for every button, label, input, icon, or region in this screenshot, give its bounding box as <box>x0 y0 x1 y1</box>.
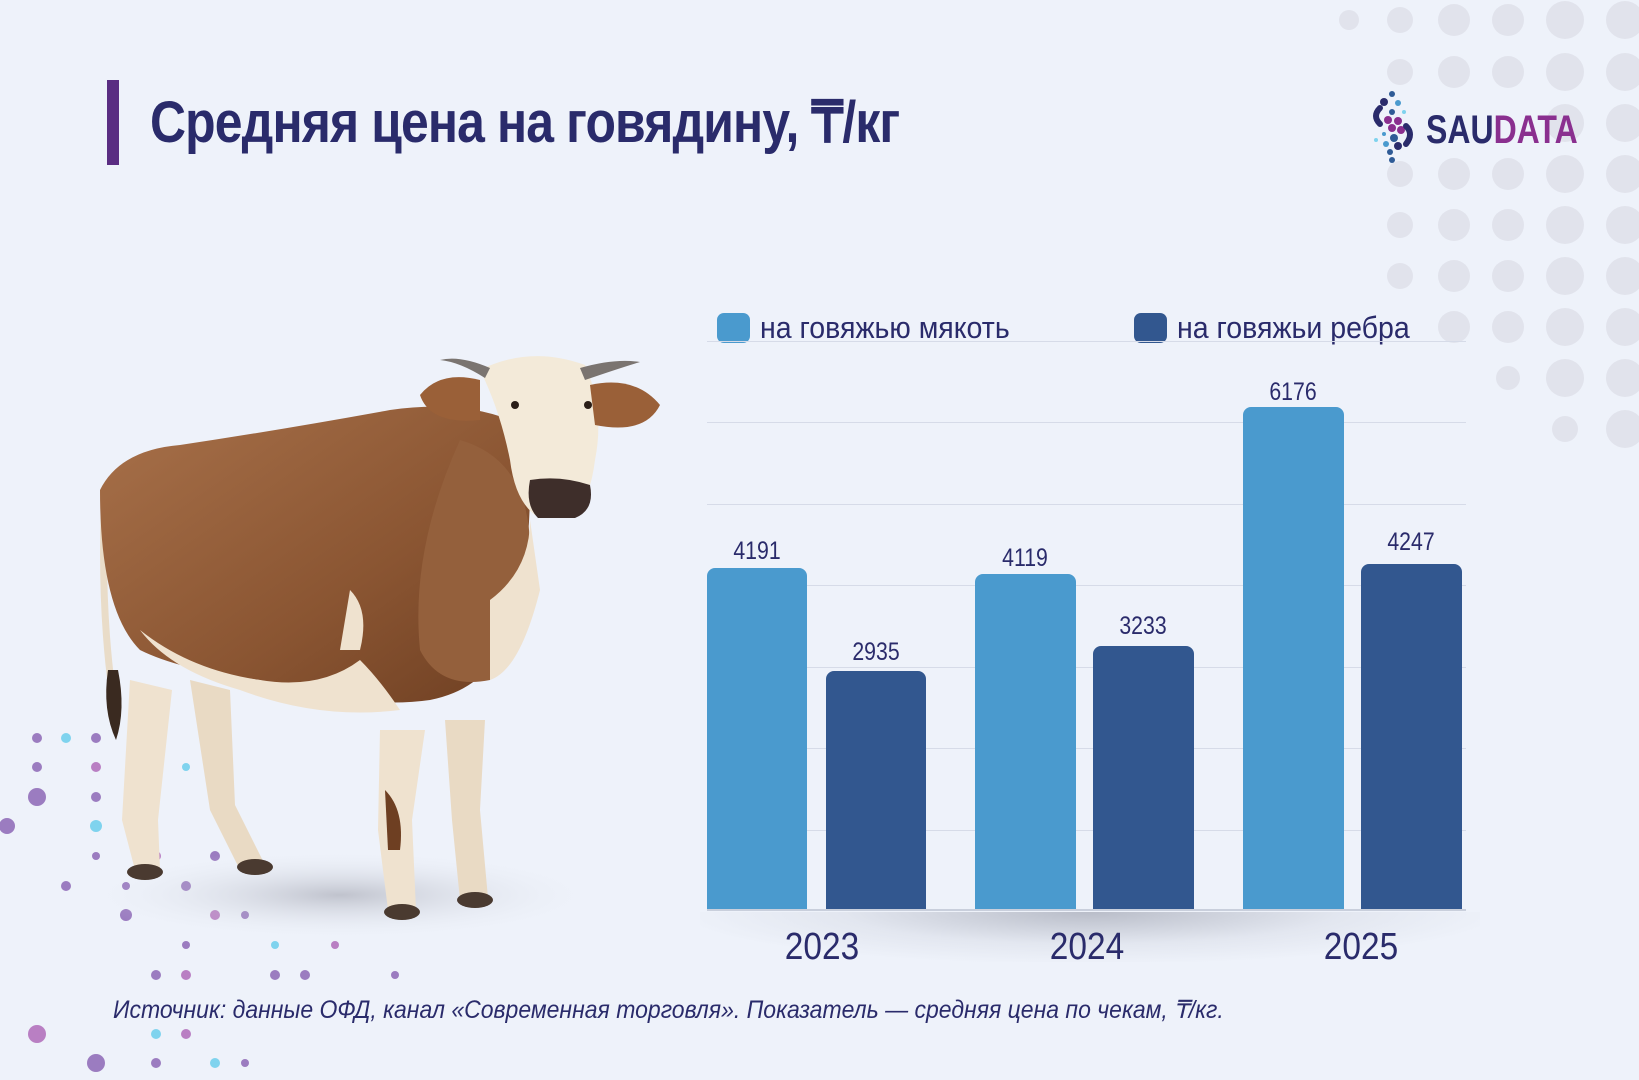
gridline <box>707 585 1466 586</box>
x-axis-line <box>707 909 1466 911</box>
bar-ribs-2023 <box>826 671 926 910</box>
gridline <box>707 830 1466 831</box>
bar-pulp-2023 <box>707 568 807 910</box>
gridline <box>707 504 1466 505</box>
cow-illustration <box>80 356 660 940</box>
saudata-logo-icon <box>1373 91 1413 163</box>
legend-label-pulp: на говяжью мякоть <box>760 310 1010 345</box>
value-label: 4247 <box>1387 528 1435 556</box>
value-label: 3233 <box>1119 612 1167 640</box>
bar-ribs-2024 <box>1093 646 1194 910</box>
x-axis-label-2025: 2025 <box>1323 926 1399 968</box>
gridline <box>707 341 1466 342</box>
x-axis-label-2023: 2023 <box>784 926 860 968</box>
gridline <box>707 422 1466 423</box>
bar-pulp-2025 <box>1243 407 1344 910</box>
gridline <box>707 667 1466 668</box>
bar-ribs-2025 <box>1361 564 1462 910</box>
bar-pulp-2024 <box>975 574 1076 910</box>
legend-label-ribs: на говяжьи ребра <box>1177 310 1410 345</box>
legend-item-pulp: на говяжью мякоть <box>717 310 1031 346</box>
value-label: 4191 <box>733 537 781 565</box>
value-label: 2935 <box>852 638 900 666</box>
value-label: 6176 <box>1269 378 1317 406</box>
legend-swatch-ribs <box>1134 313 1167 343</box>
value-label: 4119 <box>1002 544 1048 572</box>
source-note: Источник: данные ОФД, канал «Современная… <box>113 996 1224 1024</box>
legend-swatch-pulp <box>717 313 750 343</box>
x-axis-label-2024: 2024 <box>1049 926 1125 968</box>
logo-wordmark: SAUDATA <box>1426 108 1578 152</box>
legend-item-ribs: на говяжьи ребра <box>1134 310 1430 346</box>
page-title: Средняя цена на говядину, ₸/кг <box>150 90 900 155</box>
gridline <box>707 748 1466 749</box>
axis-shadow <box>700 912 1480 962</box>
title-accent-bar <box>107 80 119 165</box>
